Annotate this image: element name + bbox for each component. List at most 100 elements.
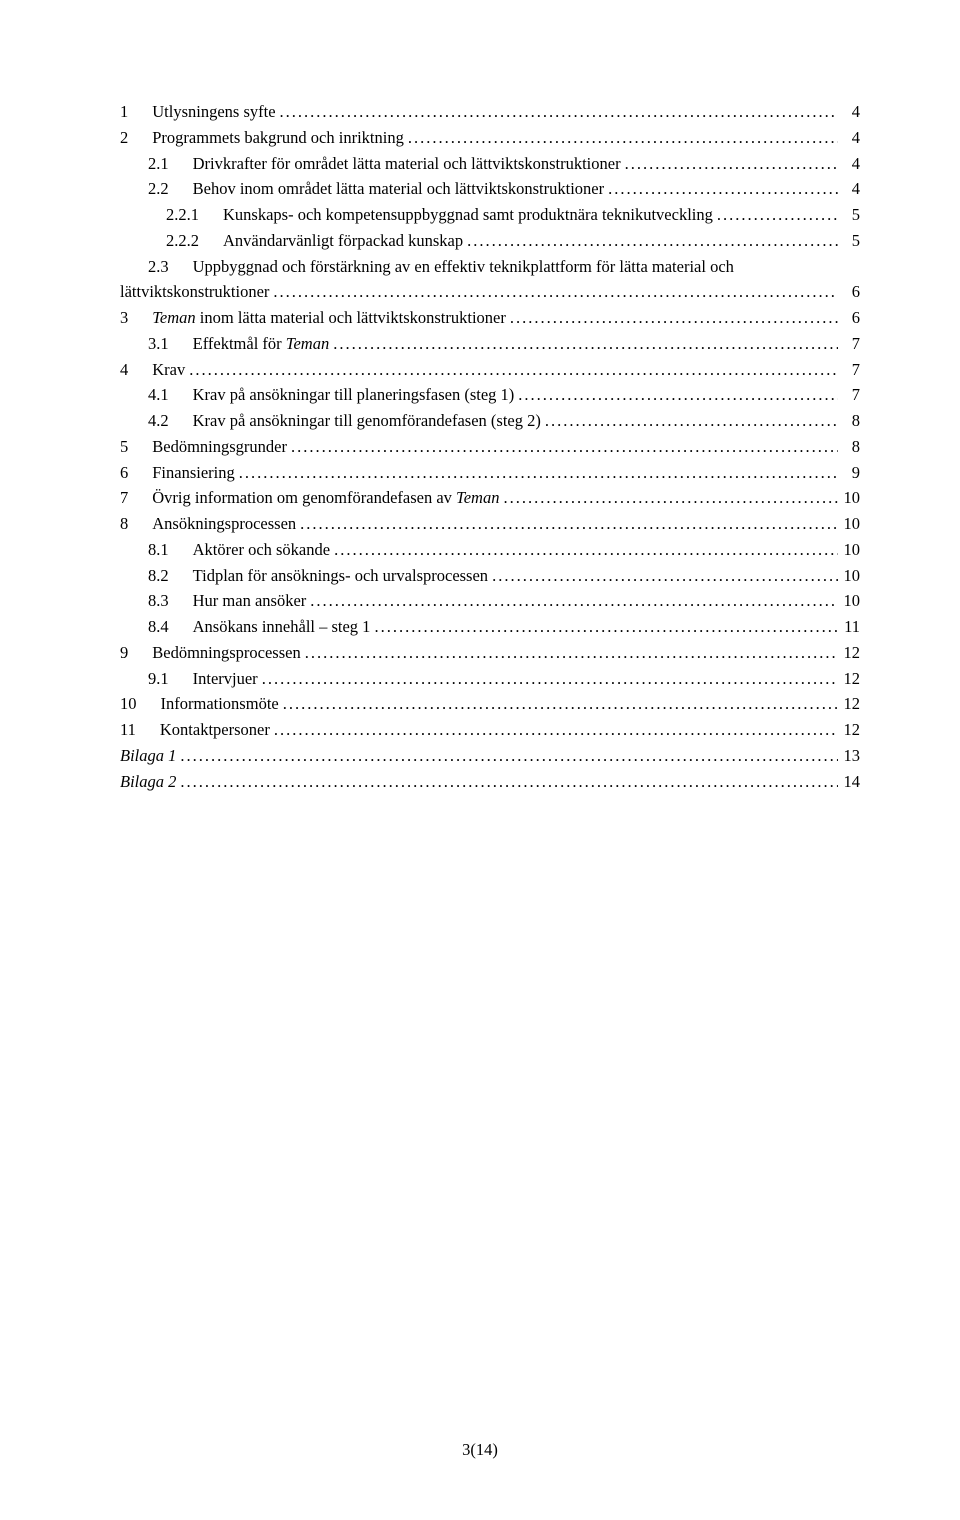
toc-page: 11 <box>838 615 860 640</box>
toc-entry: 8Ansökningsprocessen10 <box>120 512 860 537</box>
toc-leader <box>604 177 838 202</box>
toc-page: 5 <box>838 229 860 254</box>
toc-leader <box>404 126 838 151</box>
toc-title: Programmets bakgrund och inriktning <box>152 126 404 151</box>
toc-leader <box>306 589 838 614</box>
toc-page: 12 <box>838 692 860 717</box>
page-footer: 3(14) <box>0 1440 960 1460</box>
toc-title: Hur man ansöker <box>193 589 307 614</box>
toc-leader <box>276 100 838 125</box>
toc-leader <box>176 744 838 769</box>
toc-entry: 3Teman inom lätta material och lättvikts… <box>120 306 860 331</box>
toc-page: 9 <box>838 461 860 486</box>
toc-title: Krav <box>152 358 185 383</box>
toc-number: 5 <box>120 435 152 460</box>
toc-number: 11 <box>120 718 160 743</box>
toc-leader <box>330 538 838 563</box>
toc-page: 12 <box>838 718 860 743</box>
toc-entry: 11Kontaktpersoner 12 <box>120 718 860 743</box>
toc-entry: 4.1Krav på ansökningar till planeringsfa… <box>120 383 860 408</box>
toc-entry: Bilaga 113 <box>120 744 860 769</box>
toc-leader <box>235 461 838 486</box>
toc-entry-continuation: lättviktskonstruktioner 6 <box>120 280 860 305</box>
toc-leader <box>279 692 838 717</box>
toc-title: Aktörer och sökande <box>193 538 330 563</box>
toc-leader <box>185 358 838 383</box>
toc-number: 7 <box>120 486 152 511</box>
toc-title: Kunskaps- och kompetensuppbyggnad samt p… <box>223 203 713 228</box>
toc-title: Krav på ansökningar till planeringsfasen… <box>193 383 515 408</box>
toc-title: Krav på ansökningar till genomförandefas… <box>193 409 541 434</box>
toc-title: Bedömningsprocessen <box>152 641 300 666</box>
toc-entry: 2Programmets bakgrund och inriktning4 <box>120 126 860 151</box>
toc-number: 6 <box>120 461 152 486</box>
toc-entry: 1Utlysningens syfte4 <box>120 100 860 125</box>
toc-title: Användarvänligt förpackad kunskap <box>223 229 463 254</box>
toc-page: 10 <box>838 589 860 614</box>
toc-page: 10 <box>838 564 860 589</box>
toc-number: 9 <box>120 641 152 666</box>
toc-leader <box>499 486 838 511</box>
toc-page: 6 <box>838 280 860 305</box>
toc-entry: 2.1Drivkrafter för området lätta materia… <box>120 152 860 177</box>
toc-title: Utlysningens syfte <box>152 100 275 125</box>
toc-number: 8 <box>120 512 152 537</box>
toc-title: lättviktskonstruktioner <box>120 280 269 305</box>
toc-number: 8.4 <box>148 615 193 640</box>
toc-title: Tidplan för ansöknings- och urvalsproces… <box>193 564 488 589</box>
toc-page: 10 <box>838 538 860 563</box>
toc-number: 4.2 <box>148 409 193 434</box>
page-number: 3(14) <box>462 1440 498 1459</box>
toc-entry: 2.3Uppbyggnad och förstärkning av en eff… <box>120 255 860 280</box>
toc-number: 2 <box>120 126 152 151</box>
toc-leader <box>270 718 838 743</box>
toc-number: 2.1 <box>148 152 193 177</box>
toc-number: 8.3 <box>148 589 193 614</box>
toc-title: Informationsmöte <box>161 692 279 717</box>
toc-leader <box>258 667 838 692</box>
toc-leader <box>301 641 838 666</box>
toc-page: 7 <box>838 358 860 383</box>
toc-entry: 8.2Tidplan för ansöknings- och urvalspro… <box>120 564 860 589</box>
toc-page: 13 <box>838 744 860 769</box>
toc-entry: 8.3Hur man ansöker 10 <box>120 589 860 614</box>
toc-title: Effektmål för Teman <box>193 332 330 357</box>
toc-title: Intervjuer <box>193 667 258 692</box>
toc-number: 10 <box>120 692 161 717</box>
toc-page: 10 <box>838 512 860 537</box>
toc-leader <box>541 409 838 434</box>
toc-page: 7 <box>838 383 860 408</box>
toc-entry: 7Övrig information om genomförandefasen … <box>120 486 860 511</box>
toc-number: 2.2.1 <box>166 203 223 228</box>
toc-page: 5 <box>838 203 860 228</box>
toc-entry: 9.1Intervjuer 12 <box>120 667 860 692</box>
toc-entry: Bilaga 214 <box>120 770 860 795</box>
toc-page: 12 <box>838 641 860 666</box>
toc-entry: 8.4Ansökans innehåll – steg 111 <box>120 615 860 640</box>
toc-title: Kontaktpersoner <box>160 718 270 743</box>
toc-title: Uppbyggnad och förstärkning av en effekt… <box>193 255 734 280</box>
toc-title: Teman inom lätta material och lättviktsk… <box>152 306 506 331</box>
toc-entry: 9Bedömningsprocessen 12 <box>120 641 860 666</box>
toc-number: 3.1 <box>148 332 193 357</box>
toc-page: 7 <box>838 332 860 357</box>
toc-title: Övrig information om genomförandefasen a… <box>152 486 499 511</box>
toc-entry: 3.1Effektmål för Teman 7 <box>120 332 860 357</box>
toc-number: 8.1 <box>148 538 193 563</box>
toc-leader <box>488 564 838 589</box>
toc-title: Finansiering <box>152 461 235 486</box>
toc-leader <box>287 435 838 460</box>
toc-entry: 10Informationsmöte 12 <box>120 692 860 717</box>
toc-leader <box>713 203 838 228</box>
toc-number: 9.1 <box>148 667 193 692</box>
toc-leader <box>296 512 838 537</box>
toc-leader <box>370 615 838 640</box>
toc-page: 12 <box>838 667 860 692</box>
toc-entry: 2.2Behov inom området lätta material och… <box>120 177 860 202</box>
toc-title: Bilaga 2 <box>120 770 176 795</box>
toc-number: 3 <box>120 306 152 331</box>
toc-title: Bedömningsgrunder <box>152 435 287 460</box>
toc-page: 4 <box>838 100 860 125</box>
toc-page: 10 <box>838 486 860 511</box>
toc-title: Drivkrafter för området lätta material o… <box>193 152 621 177</box>
